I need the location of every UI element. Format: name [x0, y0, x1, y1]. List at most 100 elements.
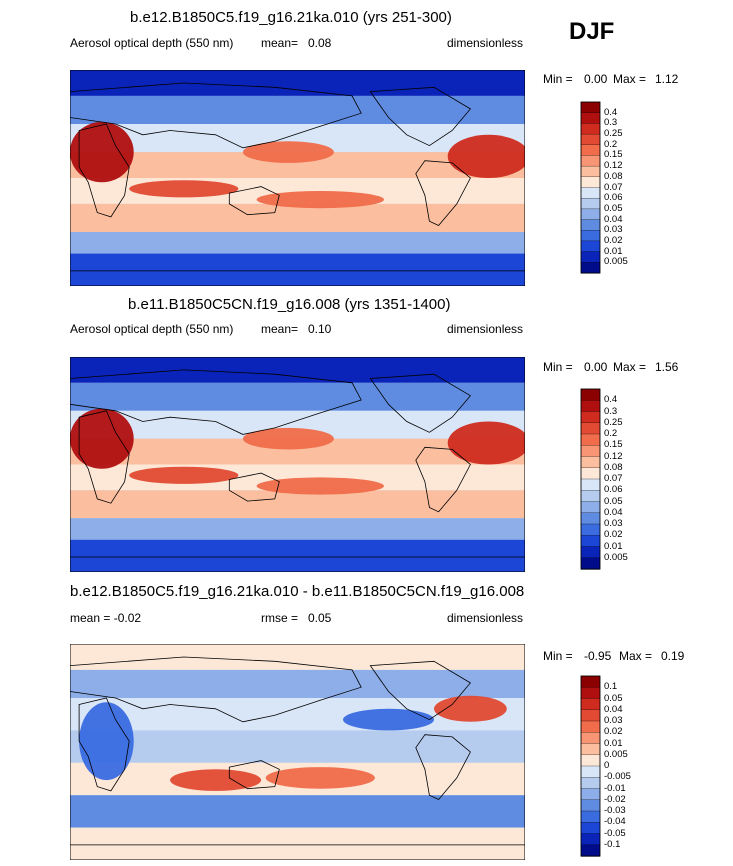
panel2-mean-value: 0.10	[308, 322, 332, 336]
colorbar-tick-label: 0.06	[604, 192, 623, 204]
colorbar-tick-label: 0.2	[604, 138, 618, 150]
colorbar-segment	[580, 165, 601, 178]
panel3-title: b.e12.B1850C5.f19_g16.21ka.010 - b.e11.B…	[70, 583, 525, 600]
map-field-anomaly	[170, 769, 262, 791]
colorbar-segment	[580, 445, 601, 458]
map-field-anomaly	[242, 427, 334, 450]
colorbar-frame	[580, 101, 601, 274]
colorbar-tick-label: 0.04	[604, 703, 623, 715]
colorbar-tick-label: -0.05	[604, 827, 626, 839]
colorbar-segment	[580, 720, 601, 733]
panel2-title: b.e11.B1850C5CN.f19_g16.008 (yrs 1351-14…	[128, 296, 451, 313]
colorbar-tick-label: 0.3	[604, 405, 618, 417]
colorbar-tick-label: 0.005	[604, 551, 628, 563]
colorbar-segment	[580, 400, 601, 413]
panel1-mean-label: mean=	[261, 36, 299, 50]
colorbar-segment	[580, 799, 601, 812]
map-field-band	[70, 382, 525, 411]
colorbar-segment	[580, 478, 601, 491]
colorbar-frame	[580, 388, 601, 570]
colorbar-segment	[580, 535, 601, 548]
panel3-colorbar	[580, 675, 601, 857]
colorbar-tick-label: 0.15	[604, 439, 623, 451]
panel2-colorbar	[580, 388, 601, 570]
map-field-band	[70, 827, 525, 860]
colorbar-tick-label: 0.04	[604, 506, 623, 518]
panel3-map	[70, 644, 525, 860]
colorbar-tick-label: 0.2	[604, 428, 618, 439]
colorbar-tick-label: 0.07	[604, 181, 623, 193]
colorbar-tick-label: 0.05	[604, 692, 623, 704]
colorbar-segment	[580, 219, 601, 231]
map-field-anomaly	[70, 408, 134, 469]
colorbar-tick-label: -0.01	[604, 782, 626, 794]
panel2-variable-label: Aerosol optical depth (550 nm)	[70, 322, 234, 336]
panel1-map	[70, 70, 525, 286]
colorbar-segment	[580, 523, 601, 536]
panel2-min-value: 0.00	[584, 360, 608, 374]
colorbar-tick-label: 0.005	[604, 748, 628, 760]
colorbar-tick-label: 0.02	[604, 726, 623, 738]
continent-outline	[369, 373, 472, 433]
colorbar-segment	[580, 112, 601, 124]
panel1-max-value: 1.12	[655, 72, 679, 86]
continent-outline	[78, 697, 130, 792]
continent-outline	[228, 186, 280, 216]
colorbar-segment	[580, 557, 601, 570]
map-field-band	[70, 203, 525, 232]
map-field-band	[70, 253, 525, 286]
colorbar-tick-label: 0.08	[604, 170, 623, 182]
map-field-anomaly	[70, 121, 134, 183]
map-field-band	[70, 518, 525, 540]
continent-outline	[70, 556, 525, 572]
map-field-band	[70, 730, 525, 763]
map-field-band	[70, 95, 525, 124]
continent-outline	[78, 410, 130, 504]
panel1-title: b.e12.B1850C5.f19_g16.21ka.010 (yrs 251-…	[130, 9, 452, 26]
colorbar-segment	[580, 833, 601, 846]
colorbar-segment	[580, 411, 601, 424]
colorbar-tick-label: 0.15	[604, 149, 623, 161]
colorbar-tick-label: 0.08	[604, 461, 623, 473]
panel2-map	[70, 357, 525, 572]
colorbar-segment	[580, 501, 601, 514]
colorbar-segment	[580, 709, 601, 722]
panel1-colorbar	[580, 101, 601, 274]
panel2-max-label: Max =	[613, 360, 647, 374]
map-field-anomaly	[447, 134, 525, 178]
map-field-anomaly	[79, 702, 134, 781]
continent-outline	[70, 270, 525, 286]
colorbar-frame	[580, 675, 601, 857]
colorbar-segment	[580, 422, 601, 435]
map-field-band	[70, 795, 525, 828]
colorbar-segment	[580, 765, 601, 778]
continent-outline	[228, 472, 280, 502]
colorbar-tick-label: 0.25	[604, 416, 623, 428]
colorbar-tick-label: 0.04	[604, 213, 623, 225]
panel3-mean-text: mean = -0.02	[70, 611, 142, 625]
continent-outline	[78, 123, 130, 218]
colorbar-segment	[580, 240, 601, 253]
map-field-band	[70, 669, 525, 698]
map-field-band	[70, 644, 525, 670]
panel3-rmse-label: rmse =	[261, 611, 299, 625]
colorbar-segment	[580, 101, 601, 114]
colorbar-segment	[580, 144, 601, 157]
colorbar-tick-label: 0.25	[604, 128, 623, 140]
colorbar-tick-label: 0.4	[604, 394, 618, 406]
colorbar-tick-label: -0.005	[604, 771, 631, 783]
colorbar-tick-label: 0.03	[604, 518, 623, 529]
map-field-anomaly	[265, 767, 375, 789]
panel1-variable-label: Aerosol optical depth (550 nm)	[70, 36, 234, 50]
colorbar-tick-label: 0.06	[604, 484, 623, 496]
colorbar-segment	[580, 467, 601, 480]
map-field-anomaly	[343, 708, 434, 731]
colorbar-tick-label: 0.12	[604, 450, 623, 462]
colorbar-tick-label: -0.03	[604, 805, 626, 816]
colorbar-segment	[580, 388, 601, 401]
colorbar-segment	[580, 810, 601, 823]
map-field-anomaly	[256, 191, 384, 209]
continent-outline	[415, 446, 471, 513]
map-field-anomaly	[129, 466, 239, 484]
